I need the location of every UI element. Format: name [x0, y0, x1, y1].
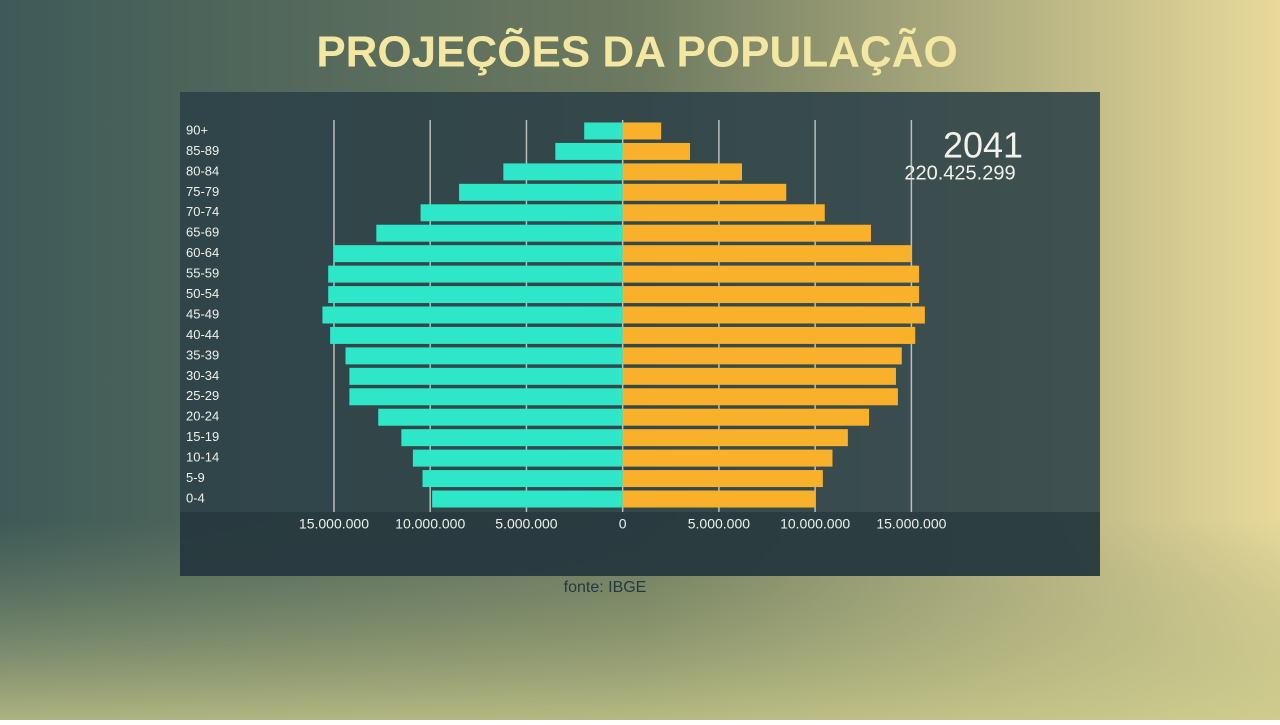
bar	[378, 408, 623, 426]
year: 2041	[943, 125, 1023, 166]
bar	[622, 204, 825, 222]
bar	[622, 347, 902, 365]
y-tick-label: 55-59	[186, 266, 219, 281]
y-tick-label: 60-64	[186, 245, 219, 260]
bar	[622, 408, 870, 426]
y-tick-label: 25-29	[186, 388, 219, 403]
bar	[555, 142, 623, 160]
bar	[459, 183, 623, 201]
bar	[622, 306, 925, 324]
bar	[432, 490, 623, 508]
bar	[622, 367, 896, 385]
bar	[422, 470, 623, 488]
bar	[345, 347, 623, 365]
y-tick-label: 50-54	[186, 286, 219, 301]
bar	[322, 306, 623, 324]
bar	[333, 245, 623, 263]
bar	[622, 429, 848, 447]
bar	[412, 449, 623, 467]
bar	[584, 122, 623, 140]
y-tick-label: 85-89	[186, 143, 219, 158]
y-tick-label: 65-69	[186, 225, 219, 240]
y-tick-label: 80-84	[186, 163, 219, 178]
y-tick-label: 75-79	[186, 184, 219, 199]
bar	[622, 122, 662, 140]
bar	[376, 224, 623, 242]
bar	[349, 388, 623, 406]
title: PROJEÇÕES DA POPULAÇÃO	[316, 27, 957, 77]
y-tick-label: 5-9	[186, 470, 205, 485]
axis-band	[180, 512, 1100, 576]
y-tick-label: 15-19	[186, 429, 219, 444]
bar	[328, 265, 623, 283]
y-tick-label: 70-74	[186, 204, 219, 219]
x-tick-label: 15.000.000	[299, 516, 369, 532]
bar	[420, 204, 623, 222]
y-tick-label: 90+	[186, 122, 208, 137]
y-tick-label: 0-4	[186, 490, 205, 505]
y-tick-label: 10-14	[186, 450, 219, 465]
x-tick-label: 10.000.000	[395, 516, 465, 532]
bar	[622, 224, 871, 242]
bar	[401, 429, 623, 447]
bar	[622, 470, 823, 488]
bar	[622, 286, 920, 304]
x-tick-label: 10.000.000	[780, 516, 850, 532]
y-tick-label: 20-24	[186, 409, 219, 424]
bar	[328, 286, 623, 304]
bar	[622, 163, 743, 181]
bar	[622, 265, 920, 283]
bar	[622, 326, 916, 344]
bar	[622, 449, 833, 467]
source: fonte: IBGE	[564, 579, 647, 596]
bar	[622, 388, 898, 406]
x-tick-label: 15.000.000	[876, 516, 946, 532]
total-population: 220.425.299	[904, 162, 1015, 184]
y-tick-label: 40-44	[186, 327, 219, 342]
bar	[330, 326, 623, 344]
bar	[622, 490, 816, 508]
bar	[349, 367, 623, 385]
bar	[622, 142, 691, 160]
bar	[622, 183, 787, 201]
x-tick-label: 0	[619, 516, 627, 532]
y-tick-label: 35-39	[186, 347, 219, 362]
x-tick-label: 5.000.000	[495, 516, 557, 532]
bar	[622, 245, 912, 263]
y-tick-label: 45-49	[186, 306, 219, 321]
x-tick-label: 5.000.000	[688, 516, 750, 532]
y-tick-label: 30-34	[186, 368, 219, 383]
plot: 15.000.000 10.000.000 5.000.000 0 5.000.000 1…	[186, 120, 947, 532]
bar	[503, 163, 623, 181]
